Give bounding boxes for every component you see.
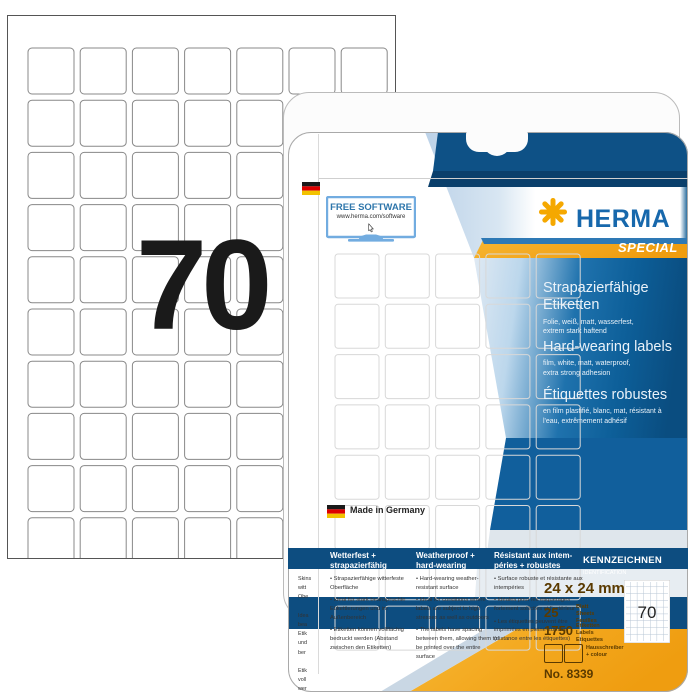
svg-text:70: 70 [638, 603, 657, 622]
